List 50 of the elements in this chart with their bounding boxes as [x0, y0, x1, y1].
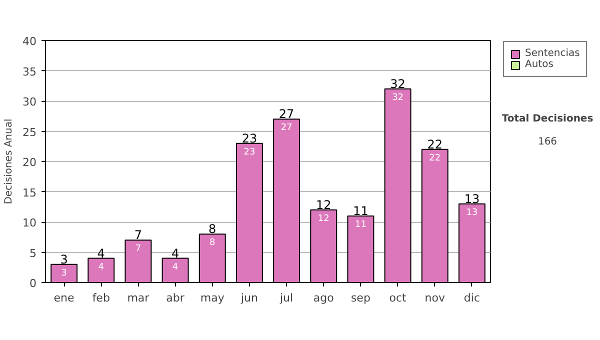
total-label: 27 — [278, 107, 294, 122]
y-tick-label: 25 — [22, 126, 37, 139]
data-label: 12 — [318, 214, 330, 224]
data-label: 11 — [354, 220, 366, 230]
data-label: 23 — [244, 147, 256, 158]
y-tick-label: 0 — [30, 277, 36, 290]
total-label: 11 — [353, 204, 368, 218]
y-tick-label: 20 — [22, 156, 37, 169]
y-tick-label: 15 — [22, 186, 37, 200]
x-tick-label: abr — [166, 292, 185, 304]
total-label: 13 — [464, 192, 480, 206]
x-tick-label: jul — [279, 292, 294, 304]
y-tick-label: 40 — [22, 35, 37, 48]
x-tick-label: oct — [389, 292, 408, 304]
total-label: 8 — [208, 222, 216, 236]
total-label: 4 — [97, 246, 105, 260]
data-label: 4 — [98, 262, 104, 272]
data-label: 27 — [280, 123, 292, 134]
total-label: 32 — [390, 76, 406, 91]
text: 166 — [538, 136, 558, 148]
x-tick-label: sep — [350, 292, 370, 304]
y-tick-label: 30 — [22, 96, 37, 108]
data-label: 4 — [172, 262, 178, 272]
y-tick-label: 5 — [30, 246, 36, 260]
x-tick-label: feb — [92, 292, 110, 304]
data-label: 22 — [429, 153, 441, 164]
data-label: 7 — [135, 244, 142, 254]
data-label: 3 — [61, 268, 67, 278]
y-tick-label: 10 — [22, 216, 37, 230]
x-tick-label: may — [200, 292, 225, 304]
y-axis-title: Decisiones Anual — [4, 118, 15, 204]
x-tick-label: ago — [313, 292, 334, 304]
total-label: 22 — [427, 137, 443, 152]
x-tick-label: nov — [424, 292, 446, 304]
text: Total Decisiones — [502, 114, 594, 124]
x-tick-label: ene — [54, 292, 75, 304]
y-tick-label: 35 — [22, 65, 37, 78]
data-label: 32 — [392, 92, 404, 103]
x-tick-label: jun — [240, 292, 258, 304]
legend-label: Autos — [525, 59, 554, 70]
total-label: 12 — [316, 198, 332, 212]
data-label: 13 — [466, 208, 478, 218]
x-tick-label: mar — [127, 292, 150, 304]
total-label: 7 — [134, 228, 142, 242]
total-label: 23 — [242, 131, 258, 146]
total-label: 4 — [171, 246, 180, 260]
total-label: 3 — [60, 252, 68, 266]
x-tick-label: dic — [464, 292, 480, 304]
legend-label: Sentencias — [525, 48, 580, 59]
data-label: 8 — [210, 238, 216, 248]
